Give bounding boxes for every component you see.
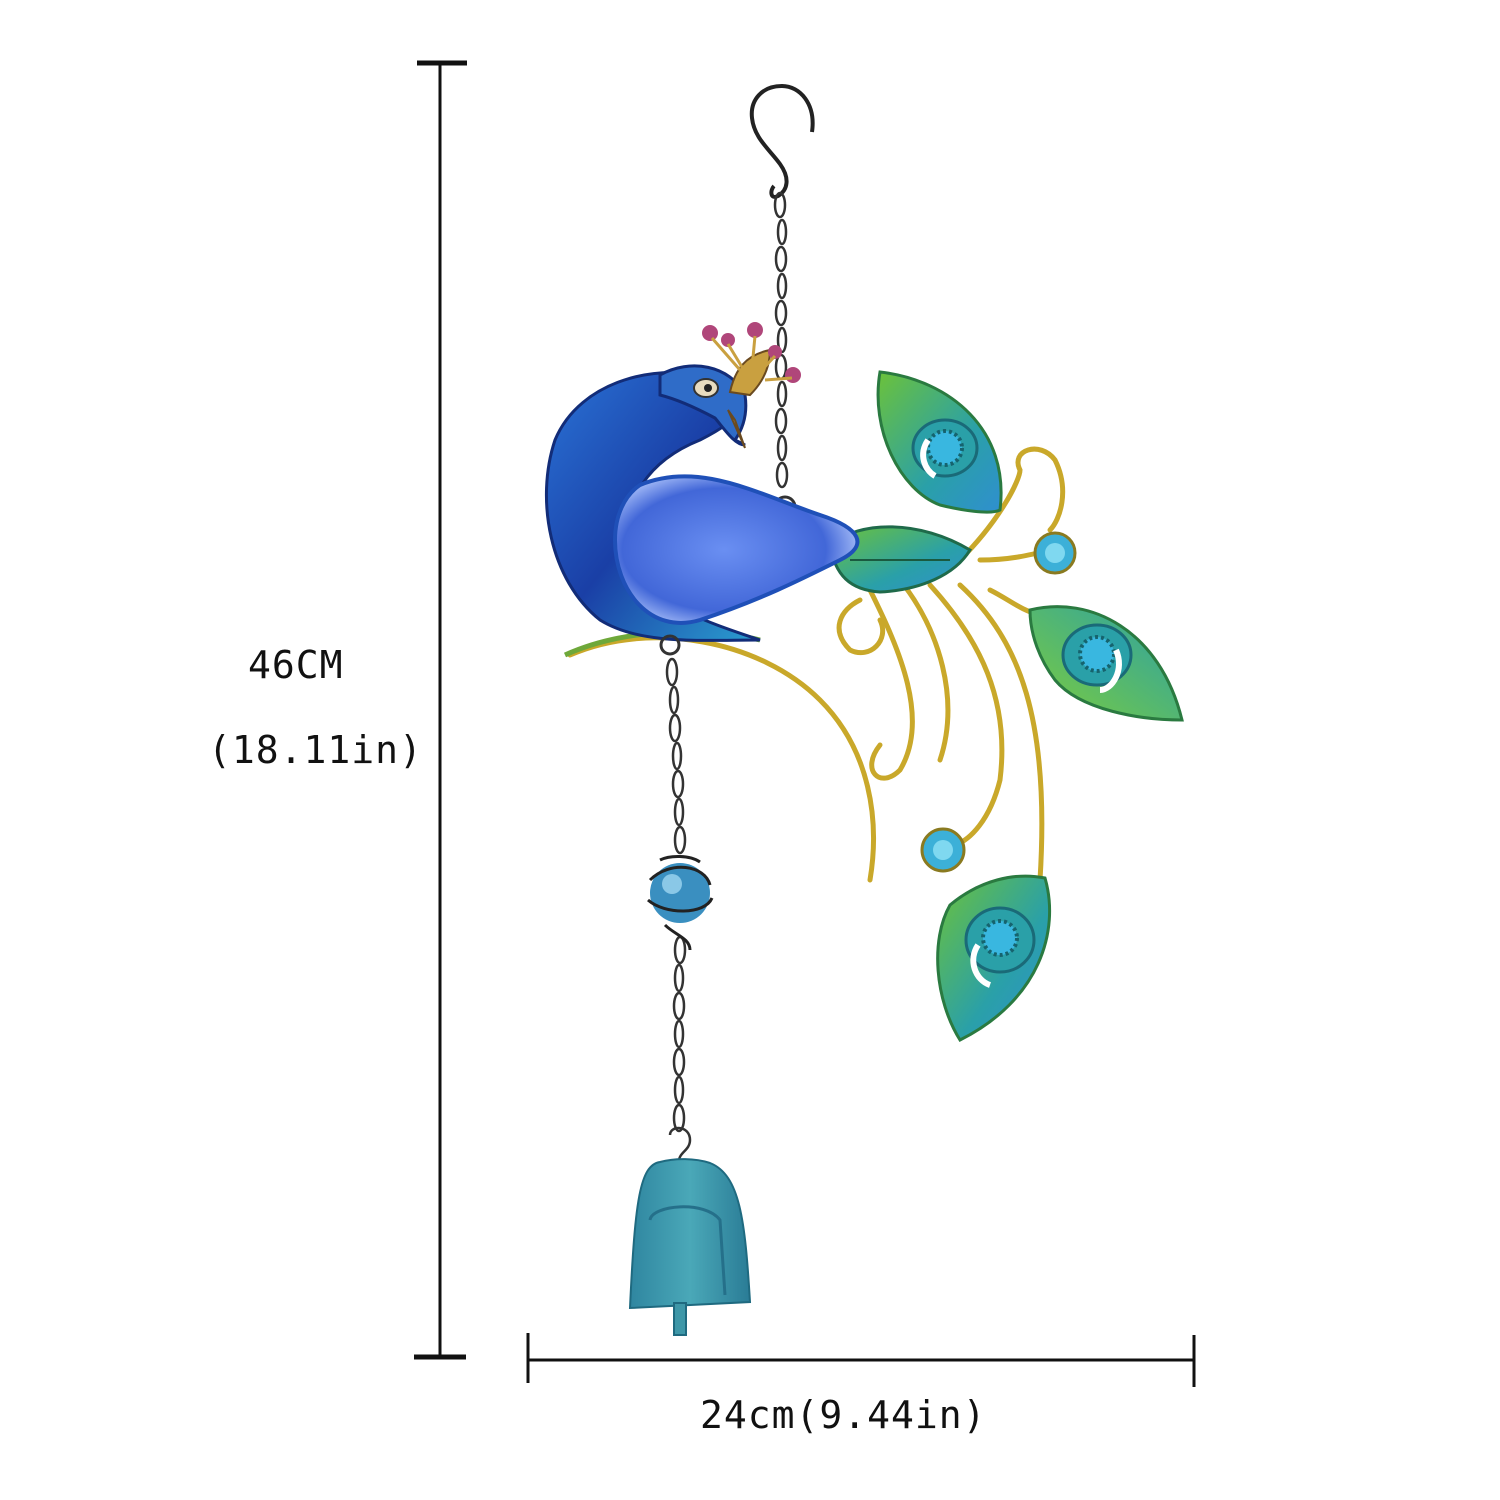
height-cm-label: 46CM — [248, 643, 344, 687]
wind-chime-bell — [628, 1158, 752, 1336]
width-label: 24cm(9.44in) — [700, 1393, 987, 1437]
height-in-label: (18.11in) — [208, 728, 423, 772]
peacock-crown — [702, 322, 801, 397]
wing-glass — [612, 474, 860, 625]
height-dimension-line — [414, 60, 467, 1360]
feather-top — [876, 370, 1003, 514]
feather-right — [1028, 605, 1184, 722]
peacock-body — [544, 371, 761, 642]
glass-bead — [647, 855, 714, 951]
tail-jewels — [920, 531, 1077, 873]
feather-bottom — [936, 874, 1052, 1042]
lower-chain — [659, 634, 692, 1161]
width-dimension-line — [526, 1333, 1196, 1387]
s-hook — [749, 83, 815, 199]
peacock-beak — [727, 409, 746, 449]
peacock-head — [658, 364, 748, 447]
